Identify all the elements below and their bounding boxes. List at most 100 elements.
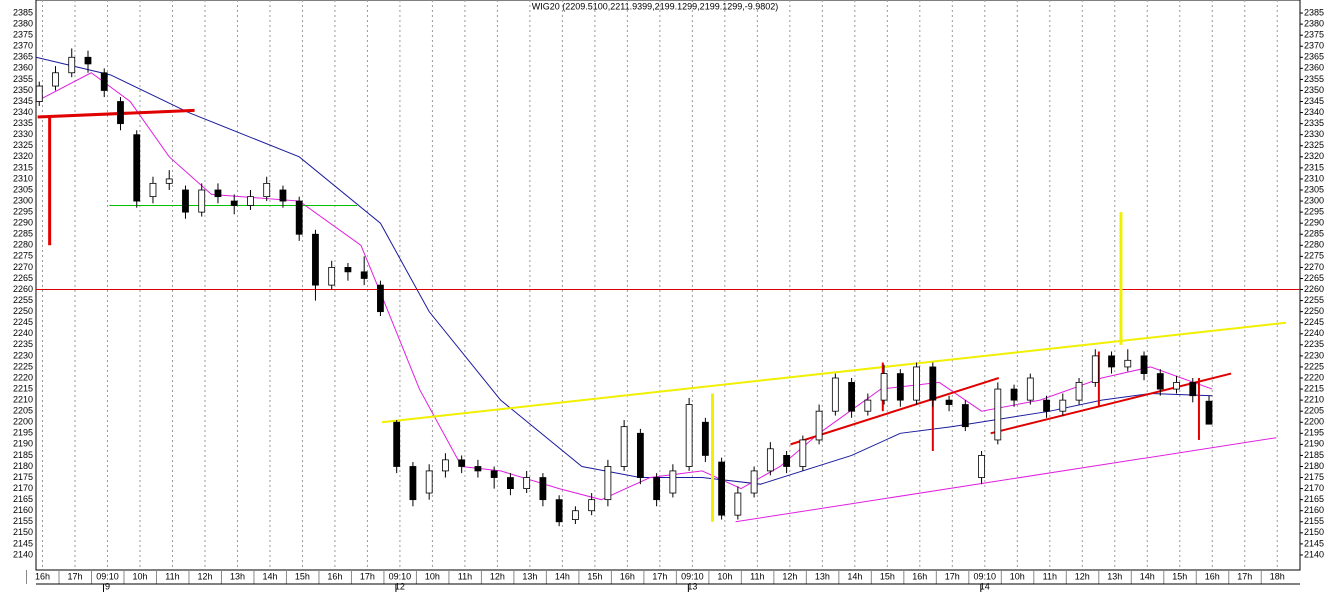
y-tick-label-left: 2170 [13, 483, 33, 493]
candle-body [214, 189, 222, 198]
candle-body [1059, 399, 1067, 412]
y-tick-label-right: 2345 [1304, 96, 1324, 106]
x-tick-label: 14h [262, 571, 277, 581]
x-tick-label: 14h [1140, 571, 1155, 581]
candle-body [1140, 355, 1148, 374]
x-tick-label: 11h [750, 571, 764, 581]
candle-body [393, 421, 401, 467]
x-tick-label: 09:10 [681, 571, 704, 581]
y-tick-label-right: 2315 [1304, 162, 1324, 172]
x-tick-label: 13h [522, 571, 537, 581]
y-tick-label-left: 2350 [13, 85, 33, 95]
x-tick-label: 13h [1107, 571, 1122, 581]
candle-body [1189, 382, 1197, 397]
date-label: 13 [687, 581, 697, 591]
candle-body [994, 388, 1002, 441]
candle-body [750, 470, 758, 494]
y-tick-label-right: 2330 [1304, 129, 1324, 139]
candle-body [442, 459, 449, 472]
y-tick-label-right: 2195 [1304, 428, 1324, 438]
x-tick-label: 16h [620, 571, 635, 581]
x-tick-label: 13h [230, 571, 245, 581]
y-tick-label-right: 2325 [1304, 140, 1324, 150]
x-tick-label: 12h [782, 571, 797, 581]
candle-body [230, 200, 238, 206]
y-tick-label-right: 2270 [1304, 262, 1324, 272]
x-tick-label: 10h [425, 571, 440, 581]
y-tick-label-left: 2325 [13, 140, 33, 150]
candle-body [474, 466, 482, 472]
y-tick-label-left: 2180 [13, 461, 33, 471]
x-tick-label: 15h [587, 571, 602, 581]
candle-body [507, 477, 514, 490]
x-tick-label: 17h [67, 571, 82, 581]
y-tick-label-right: 2235 [1304, 339, 1324, 349]
x-tick-label: 17h [945, 571, 960, 581]
y-tick-label-right: 2265 [1304, 273, 1324, 283]
y-tick-label-right: 2285 [1304, 229, 1324, 239]
x-tick-label: 09:10 [96, 571, 119, 581]
y-tick-label-left: 2245 [13, 317, 33, 327]
y-tick-label-right: 2295 [1304, 206, 1324, 216]
y-tick-label-right: 2380 [1304, 18, 1324, 28]
y-tick-label-left: 2270 [13, 262, 33, 272]
candle-body [133, 134, 141, 202]
y-tick-label-right: 2335 [1304, 118, 1324, 128]
candle-body [344, 267, 352, 273]
y-tick-label-right: 2180 [1304, 461, 1324, 471]
y-tick-label-left: 2230 [13, 350, 33, 360]
candle-body [490, 470, 498, 478]
candle-body [961, 404, 969, 428]
y-tick-label-right: 2185 [1304, 450, 1324, 460]
x-tick-label: 10h [132, 571, 147, 581]
y-tick-label-right: 2145 [1304, 538, 1324, 548]
y-tick-label-right: 2225 [1304, 361, 1324, 371]
y-tick-label-right: 2250 [1304, 306, 1324, 316]
chart-title: WIG20 (2209.5100,2211.9399,2199.1299,219… [532, 1, 779, 11]
candle-body [815, 410, 823, 441]
y-tick-label-left: 2335 [13, 118, 33, 128]
candle-body [360, 271, 368, 279]
y-tick-label-right: 2150 [1304, 527, 1324, 537]
y-tick-label-left: 2280 [13, 240, 33, 250]
y-tick-label-left: 2190 [13, 439, 33, 449]
y-tick-label-right: 2160 [1304, 505, 1324, 515]
candle-body [1075, 382, 1083, 401]
y-tick-label-left: 2200 [13, 417, 33, 427]
y-tick-label-left: 2305 [13, 184, 33, 194]
candle-body [555, 499, 563, 523]
plot-frame [35, 0, 1301, 571]
x-tick-label: 16h [1205, 571, 1220, 581]
candle-body [523, 477, 531, 490]
candle-body [1091, 355, 1099, 383]
y-tick-label-right: 2355 [1304, 74, 1324, 84]
x-tick-label: 17h [360, 571, 375, 581]
x-tick-label: 10h [717, 571, 732, 581]
y-tick-label-right: 2300 [1304, 195, 1324, 205]
candle-body [35, 85, 43, 102]
candle-body [1205, 400, 1213, 425]
candle-body [295, 200, 303, 235]
y-tick-label-right: 2255 [1304, 295, 1324, 305]
y-tick-label-left: 2340 [13, 107, 33, 117]
y-tick-label-left: 2140 [13, 549, 33, 559]
candle-body [880, 373, 888, 401]
candle-body [783, 455, 791, 467]
y-tick-label-right: 2320 [1304, 151, 1324, 161]
candle-body [604, 466, 612, 501]
candle-body [913, 366, 920, 401]
candle-body [539, 477, 547, 501]
y-tick-label-left: 2365 [13, 52, 33, 62]
y-tick-label-right: 2190 [1304, 439, 1324, 449]
date-label: 12 [395, 581, 405, 591]
y-tick-label-right: 2210 [1304, 395, 1324, 405]
y-tick-label-left: 2260 [13, 284, 33, 294]
x-tick-label: 14h [555, 571, 570, 581]
y-tick-label-left: 2275 [13, 251, 33, 261]
y-tick-label-right: 2165 [1304, 494, 1324, 504]
candle-body [1010, 388, 1018, 401]
x-tick-label: 12h [197, 571, 212, 581]
y-tick-label-right: 2230 [1304, 350, 1324, 360]
y-tick-label-right: 2175 [1304, 472, 1324, 482]
y-tick-label-left: 2225 [13, 361, 33, 371]
